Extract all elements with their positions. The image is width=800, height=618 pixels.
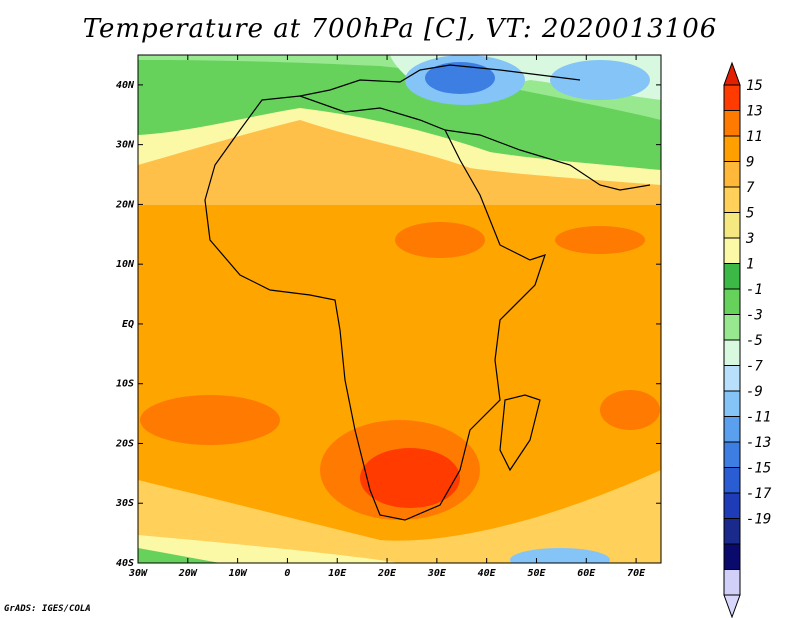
colorbar-label: 11	[746, 129, 763, 145]
colorbar-swatch	[723, 543, 741, 570]
lon-tick-label: 50E	[527, 568, 546, 579]
lat-tick-label: 20N	[115, 199, 135, 210]
field-south-hot	[360, 448, 460, 508]
colorbar-swatch	[723, 492, 741, 519]
colorbar-swatch	[723, 288, 741, 315]
field-warm-patch-2	[555, 226, 645, 254]
colorbar-label: -15	[746, 461, 771, 477]
field-warm-patch-1	[395, 222, 485, 258]
colorbar-swatch	[723, 110, 741, 137]
lon-tick-label: 30E	[427, 568, 447, 579]
colorbar: 15 13 11 9 7 5 3 1 -1 -3 -5 -7 -9 -11 -13 -15 -17 -19	[723, 61, 772, 618]
field-warm-patch-3	[600, 390, 660, 430]
field-south-green-1	[138, 548, 220, 563]
colorbar-label: -3	[746, 308, 763, 324]
colorbar-label: 15	[746, 78, 763, 94]
colorbar-label: 9	[746, 155, 754, 171]
madagascar-outline	[499, 394, 541, 472]
colorbar-swatch	[723, 84, 741, 111]
credit-text: GrADS: IGES/COLA	[4, 604, 91, 614]
colorbar-swatch	[723, 416, 741, 443]
mediterranean-north-coast	[299, 64, 581, 97]
colorbar-label: 1	[746, 257, 754, 273]
colorbar-bottom-arrow	[723, 594, 741, 618]
colorbar-label: -7	[746, 359, 763, 375]
lat-tick-label: 40N	[116, 80, 135, 91]
lat-tick-label: 10S	[116, 379, 134, 390]
colorbar-label: -9	[746, 384, 763, 400]
field-cold-east	[550, 60, 650, 100]
field-warm-patch-4	[140, 395, 280, 445]
colorbar-label: 7	[746, 180, 755, 196]
lon-tick-label: 70E	[627, 568, 646, 579]
africa-outline	[204, 95, 546, 521]
lon-tick-label: 20W	[178, 568, 198, 579]
colorbar-label: -11	[746, 410, 771, 426]
lat-tick-label: 10N	[116, 259, 135, 270]
colorbar-swatch	[723, 518, 741, 545]
colorbar-label: -17	[746, 486, 772, 502]
colorbar-swatch	[723, 135, 741, 162]
lon-tick-label: 40E	[478, 568, 497, 579]
colorbar-swatch	[723, 161, 741, 188]
field-cold-core	[425, 62, 495, 94]
colorbar-label: 5	[746, 206, 754, 222]
field-south-band	[138, 470, 661, 563]
lat-tick-label: 30S	[115, 498, 134, 509]
lon-tick-label: 30W	[128, 568, 148, 579]
colorbar-swatch	[723, 314, 741, 341]
field-south-cold	[510, 548, 610, 563]
temperature-field	[138, 55, 661, 563]
longitude-axis: 30W 20W 10W 0 10E 20E 30E 40E 50E 60E 70E	[128, 55, 646, 579]
colorbar-label: -19	[746, 512, 771, 528]
lon-tick-label: 10E	[328, 568, 347, 579]
colorbar-swatch	[723, 212, 741, 239]
colorbar-swatch	[723, 441, 741, 468]
map-frame	[137, 54, 662, 564]
coastlines	[204, 64, 651, 521]
colorbar-swatch	[723, 186, 741, 213]
lon-tick-label: 10W	[229, 568, 248, 579]
colorbar-swatch	[723, 467, 741, 494]
colorbar-label: 13	[746, 104, 763, 120]
colorbar-swatch	[723, 237, 741, 264]
colorbar-swatch	[723, 263, 741, 290]
colorbar-swatch	[723, 365, 741, 392]
lat-tick-label: EQ	[122, 319, 134, 330]
latitude-axis: 40N 30N 20N 10N EQ 10S 20S 30S 40S	[115, 80, 661, 569]
colorbar-label: -1	[746, 282, 763, 298]
lon-tick-label: 20E	[377, 568, 397, 579]
colorbar-label: -5	[746, 333, 763, 349]
lat-tick-label: 40S	[116, 558, 134, 569]
field-south-pale	[138, 535, 400, 563]
colorbar-swatch	[723, 569, 741, 596]
lat-tick-label: 30N	[115, 140, 135, 151]
colorbar-label: -13	[746, 435, 771, 451]
lon-tick-label: 0	[284, 568, 290, 579]
colorbar-label: 3	[745, 231, 754, 247]
colorbar-top-arrow	[723, 61, 741, 86]
figure-title: Temperature at 700hPa [C], VT: 202001310…	[82, 14, 718, 44]
colorbar-swatch	[723, 339, 741, 366]
arabia-coast	[444, 129, 651, 191]
lon-tick-label: 60E	[577, 568, 596, 579]
lat-tick-label: 20S	[115, 438, 134, 449]
colorbar-swatch	[723, 390, 741, 417]
